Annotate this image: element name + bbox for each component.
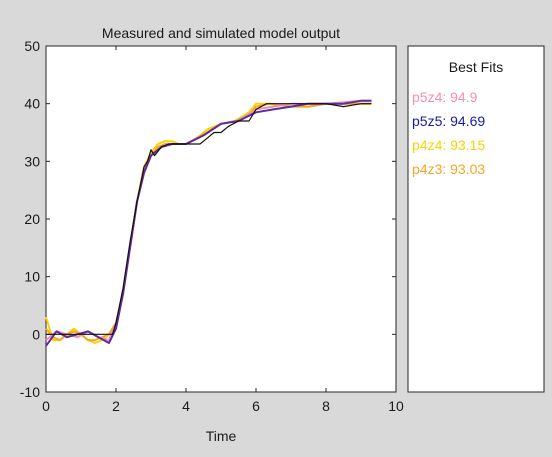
x-tick-label: 10 bbox=[388, 398, 404, 414]
y-tick-label: 20 bbox=[24, 211, 40, 227]
y-tick-label: 40 bbox=[24, 96, 40, 112]
legend-title: Best Fits bbox=[449, 59, 503, 75]
legend-entry: p5z5: 94.69 bbox=[412, 113, 485, 129]
legend-panel bbox=[407, 45, 545, 393]
series-lines bbox=[45, 99, 372, 347]
y-tick-label: 50 bbox=[24, 38, 40, 54]
legend-entry: p4z4: 93.15 bbox=[412, 137, 485, 153]
y-tick-label: 0 bbox=[32, 326, 40, 342]
legend-entries: p5z4: 94.9 p5z5: 94.69 p4z4: 93.15 p4z3: 93… bbox=[412, 89, 485, 177]
y-tick-label: 10 bbox=[24, 269, 40, 285]
y-tick-label: 30 bbox=[24, 153, 40, 169]
chart-title: Measured and simulated model output bbox=[102, 25, 340, 41]
measured-output-line bbox=[46, 103, 372, 335]
x-tick-label: 4 bbox=[182, 398, 190, 414]
x-axis-label: Time bbox=[206, 428, 237, 444]
y-axis: -10 0 10 20 30 40 50 bbox=[20, 38, 396, 400]
legend-entry: p4z3: 93.03 bbox=[412, 161, 485, 177]
x-tick-label: 6 bbox=[252, 398, 260, 414]
x-tick-label: 2 bbox=[112, 398, 120, 414]
x-tick-label: 0 bbox=[42, 398, 50, 414]
x-axis: 0 2 4 6 8 10 bbox=[42, 46, 404, 414]
y-tick-label: -10 bbox=[20, 384, 40, 400]
plot-area bbox=[45, 45, 397, 393]
legend-entry: p5z4: 94.9 bbox=[412, 89, 478, 105]
x-tick-label: 8 bbox=[322, 398, 330, 414]
